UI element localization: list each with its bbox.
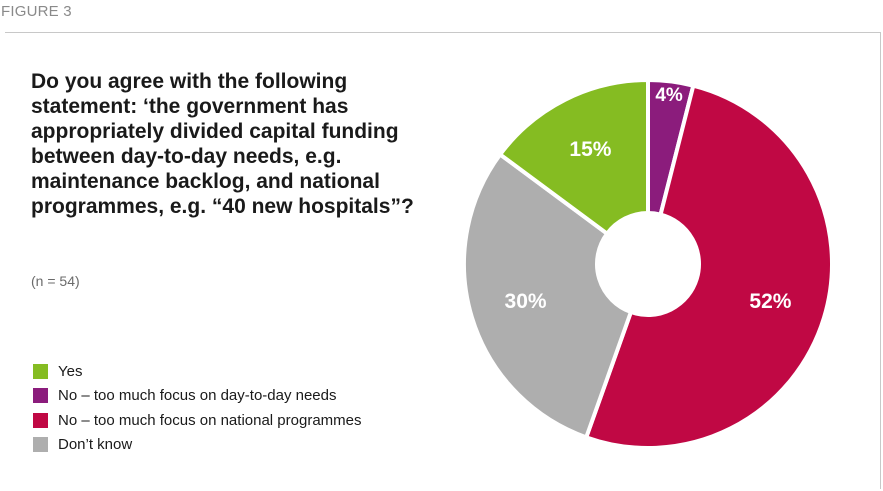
legend-label-yes: Yes <box>58 362 83 380</box>
legend-swatch-national <box>33 412 48 428</box>
pie-slice-don-t-know <box>462 151 634 440</box>
pie-label-don-t-know: 30% <box>505 290 547 313</box>
pie-slice-no-too-much-focus-on-national-programmes <box>583 83 834 450</box>
legend-item-yes: Yes <box>33 359 362 384</box>
chart-title: Do you agree with the following statemen… <box>31 70 414 218</box>
legend-label-day-to-day: No – too much focus on day-to-day needs <box>58 387 337 405</box>
legend-swatch-dont-know <box>33 437 48 453</box>
pie-label-no-too-much-focus-on-national-programmes: 52% <box>749 290 791 313</box>
legend-label-national: No – too much focus on national programm… <box>58 411 362 429</box>
legend-item-national: No – too much focus on national programm… <box>33 408 362 433</box>
legend-item-dont-know: Don’t know <box>33 433 362 458</box>
legend: Yes No – too much focus on day-to-day ne… <box>33 359 362 457</box>
pie-slice-yes <box>497 77 650 237</box>
legend-swatch-day-to-day <box>33 388 48 404</box>
legend-label-dont-know: Don’t know <box>58 436 133 454</box>
legend-item-day-to-day: No – too much focus on day-to-day needs <box>33 384 362 409</box>
pie-label-no-too-much-focus-on-day-to-day-needs: 4% <box>655 85 683 106</box>
pie-label-yes: 15% <box>569 138 611 161</box>
figure-label: FIGURE 3 <box>1 3 72 20</box>
sample-size-note: (n = 54) <box>31 273 80 289</box>
chart-panel <box>5 32 881 489</box>
legend-swatch-yes <box>33 363 48 379</box>
